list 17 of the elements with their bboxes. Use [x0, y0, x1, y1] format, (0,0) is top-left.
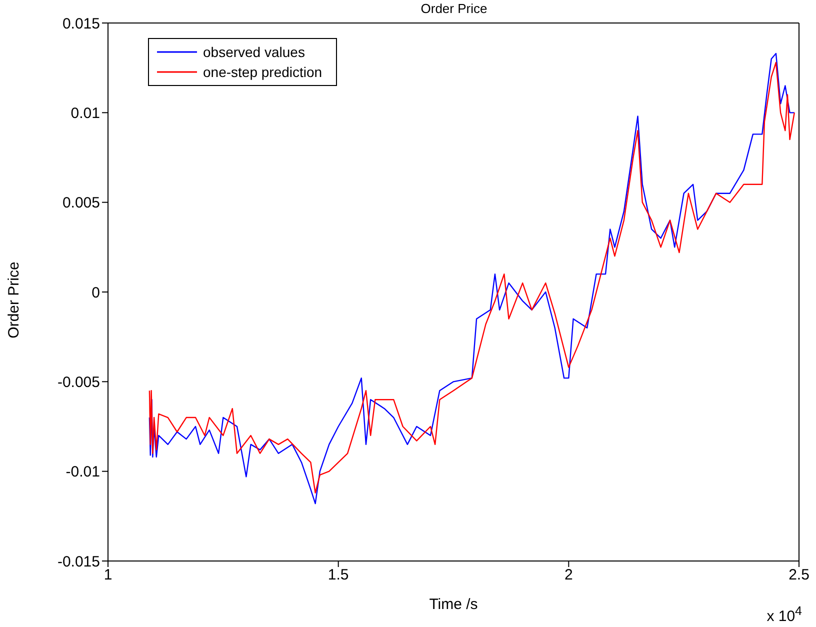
y-tick-label: 0.01 [70, 104, 100, 122]
y-tick-label: 0 [92, 284, 100, 302]
y-axis-title: Order Price [6, 262, 22, 338]
x-tick-label: 1 [104, 566, 112, 584]
text: x 10$^{4}$ [766, 604, 802, 625]
legend-label: observed values [203, 44, 305, 60]
chart-title: Order Price [420, 1, 488, 16]
x-tick-label: 1.5 [328, 566, 349, 584]
x-tick-label: 2 [564, 566, 573, 584]
y-tick-label: 0.015 [62, 15, 100, 32]
x-axis-title: Time /s [429, 596, 478, 613]
legend-label: one-step prediction [203, 64, 322, 80]
y-tick-label: -0.005 [57, 374, 100, 391]
y-tick-label: -0.015 [57, 553, 100, 570]
x-tick-label: 2.5 [788, 566, 810, 584]
y-tick-label: -0.01 [66, 464, 100, 481]
y-tick-label: 0.005 [62, 194, 100, 212]
